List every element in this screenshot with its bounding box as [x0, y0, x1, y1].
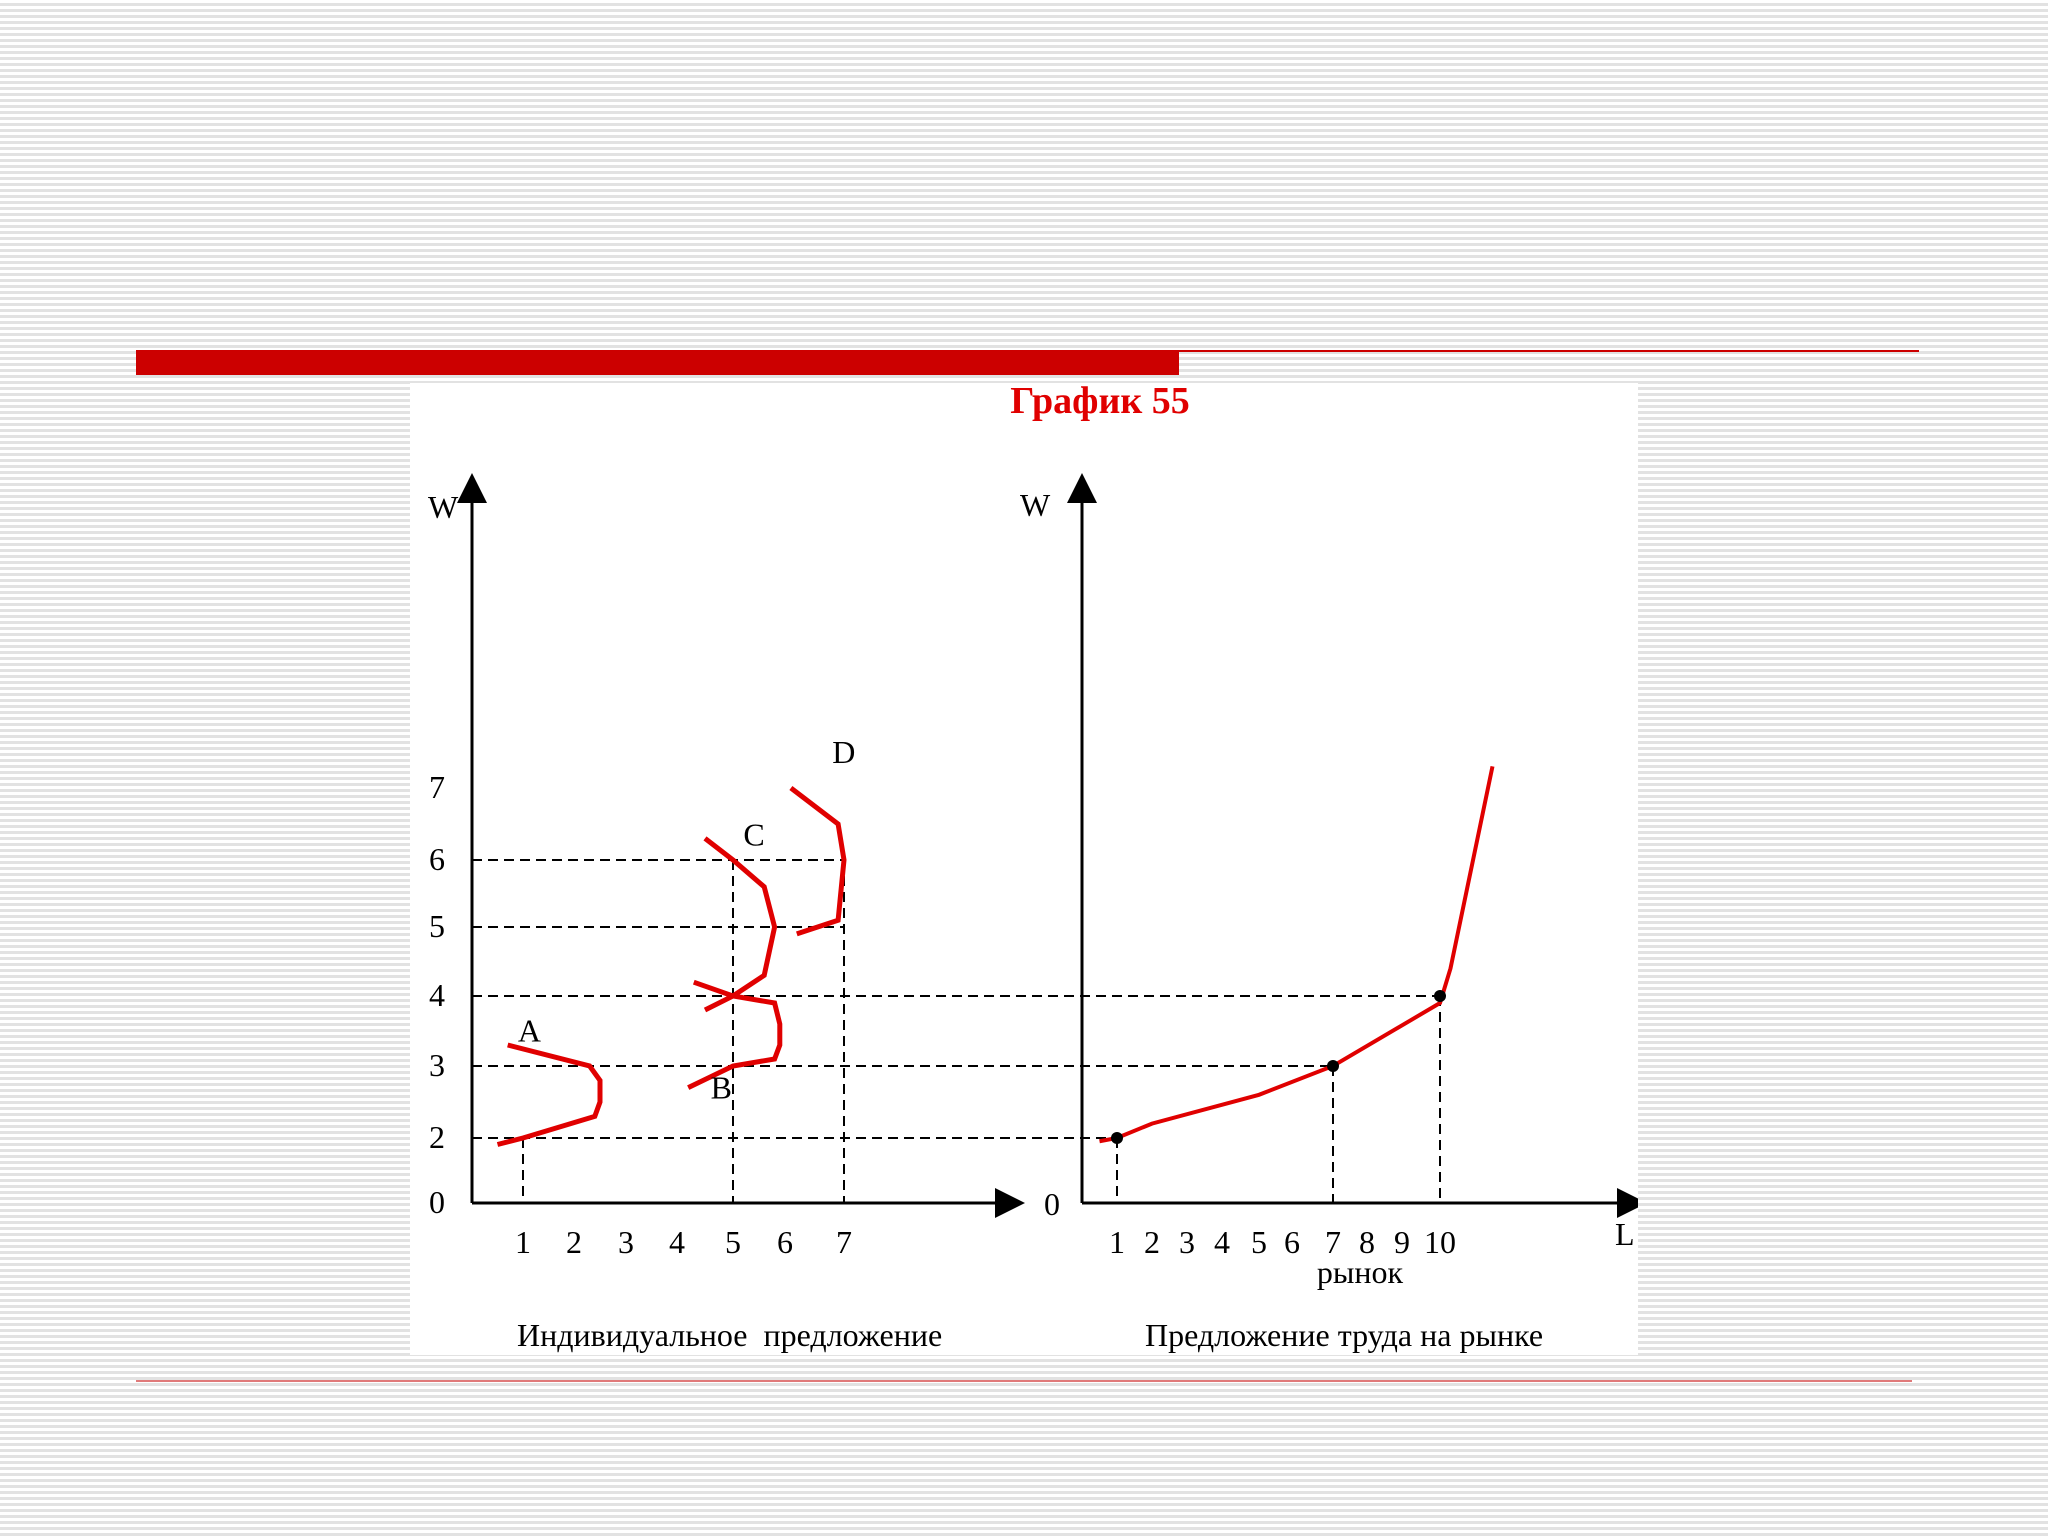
slide-accent-bar: [136, 350, 1179, 375]
left-x-tick: 4: [669, 1224, 685, 1260]
marked-point: [1434, 990, 1446, 1002]
left-y-tick: 0: [429, 1184, 445, 1220]
right-x-axis-label: L: [1615, 1216, 1635, 1252]
marked-point: [1327, 1060, 1339, 1072]
supply-curve-d: [789, 786, 847, 937]
left-y-tick: 2: [429, 1119, 445, 1155]
right-x-tick: 10: [1424, 1224, 1456, 1260]
right-reference-lines: [1116, 996, 1441, 1203]
market-supply-line: [1099, 765, 1495, 1144]
left-reference-lines: [472, 859, 1440, 1203]
left-x-tick: 5: [725, 1224, 741, 1260]
right-x-tick: 6: [1284, 1224, 1300, 1260]
left-y-axis-label: W: [428, 489, 459, 525]
right-x-tick: 1: [1109, 1224, 1125, 1260]
supply-curve-b: [687, 979, 783, 1090]
left-x-tick: 3: [618, 1224, 634, 1260]
right-x-axis-note: рынок: [1317, 1254, 1404, 1290]
left-x-tick: 7: [836, 1224, 852, 1260]
left-x-tick: 1: [515, 1224, 531, 1260]
slide-accent-line: [1179, 350, 1919, 352]
left-y-tick: 6: [429, 841, 445, 877]
left-caption: Индивидуальное предложение: [517, 1317, 942, 1353]
right-x-tick: 9: [1394, 1224, 1410, 1260]
left-x-tick: 6: [777, 1224, 793, 1260]
market-supply-chart: W L рынок 0 1 2 3 4 5 6 7 8 9 10 Предложение труда…: [1020, 473, 1638, 1353]
right-x-tick: 2: [1144, 1224, 1160, 1260]
slide-bottom-rule: [136, 1380, 1912, 1382]
right-x-tick: 3: [1179, 1224, 1195, 1260]
supply-curve-c: [703, 836, 778, 1013]
left-x-tick: 2: [566, 1224, 582, 1260]
right-x-tick: 4: [1214, 1224, 1230, 1260]
right-x-tick: 8: [1359, 1224, 1375, 1260]
right-x-tick: 5: [1251, 1224, 1267, 1260]
right-tick-labels: 0 1 2 3 4 5 6 7 8 9 10: [1044, 1186, 1456, 1260]
curve-label-b: B: [711, 1069, 732, 1105]
right-x-tick: 7: [1325, 1224, 1341, 1260]
left-supply-curves: A B C D: [496, 734, 855, 1147]
curve-label-d: D: [832, 734, 855, 770]
market-supply-curve: [1099, 765, 1495, 1144]
supply-curve-a: [496, 1042, 603, 1147]
right-caption: Предложение труда на рынке: [1145, 1317, 1543, 1353]
curve-label-c: C: [743, 817, 764, 853]
left-y-tick: 5: [429, 908, 445, 944]
left-y-tick: 4: [429, 977, 445, 1013]
right-y-axis-label: W: [1020, 487, 1051, 523]
left-y-tick: 7: [429, 769, 445, 805]
marked-point: [1111, 1132, 1123, 1144]
right-y-tick: 0: [1044, 1186, 1060, 1222]
curve-label-a: A: [518, 1013, 541, 1049]
chart-title: График 55: [1010, 383, 1190, 422]
left-y-tick: 3: [429, 1047, 445, 1083]
